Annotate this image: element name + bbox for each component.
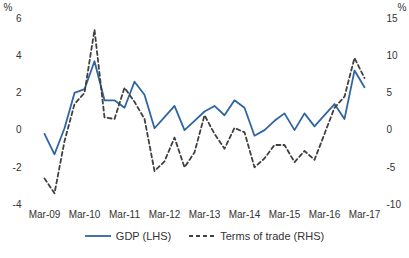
- svg-text:%: %: [398, 2, 407, 13]
- svg-text:-5: -5: [387, 162, 396, 173]
- svg-text:10: 10: [387, 50, 399, 61]
- svg-text:Mar-11: Mar-11: [109, 209, 140, 220]
- svg-text:-4: -4: [13, 199, 22, 210]
- svg-text:-10: -10: [387, 199, 402, 210]
- svg-text:0: 0: [16, 124, 22, 135]
- svg-text:15: 15: [387, 13, 399, 24]
- svg-text:0: 0: [387, 124, 393, 135]
- html-text:GDP (LHS): GDP (LHS): [115, 230, 172, 242]
- svg-text:6: 6: [16, 13, 22, 24]
- svg-text:Mar-13: Mar-13: [189, 209, 221, 220]
- svg-text:Mar-10: Mar-10: [69, 209, 101, 220]
- svg-text:Mar-09: Mar-09: [29, 209, 61, 220]
- svg-text:Mar-14: Mar-14: [229, 209, 261, 220]
- svg-text:2: 2: [16, 87, 22, 98]
- svg-text:%: %: [4, 2, 13, 13]
- svg-text:4: 4: [16, 50, 22, 61]
- svg-text:Mar-16: Mar-16: [309, 209, 341, 220]
- svg-text:Mar-15: Mar-15: [269, 209, 301, 220]
- svg-text:5: 5: [387, 87, 393, 98]
- svg-text:Mar-17: Mar-17: [349, 209, 381, 220]
- html-text:Terms of trade (RHS): Terms of trade (RHS): [220, 230, 325, 242]
- svg-text:-2: -2: [13, 162, 22, 173]
- svg-text:Mar-12: Mar-12: [149, 209, 181, 220]
